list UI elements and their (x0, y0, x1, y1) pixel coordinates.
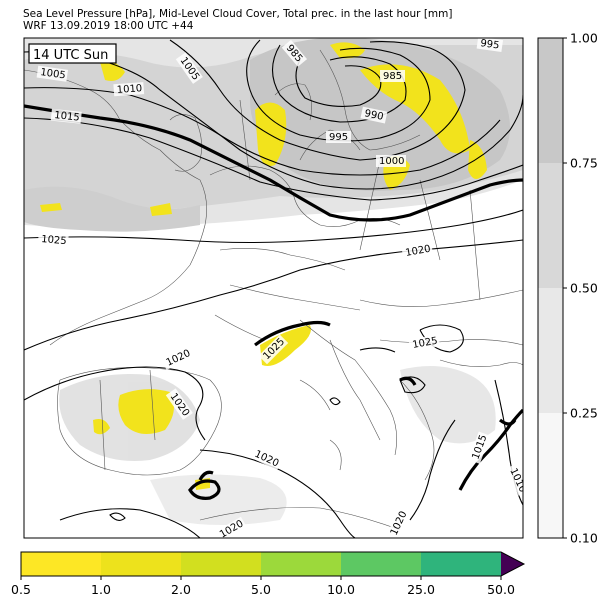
svg-text:995: 995 (329, 132, 348, 143)
map-frame (23, 37, 524, 539)
cloud-colorbar-tick-label: 0.25 (570, 406, 598, 421)
cloud-colorbar-band (538, 413, 563, 538)
isobar-label: 990 (360, 106, 388, 124)
colorbar-extend-arrow (501, 552, 524, 576)
precip-colorbar-band (421, 552, 501, 576)
svg-text:1020: 1020 (405, 244, 432, 259)
cloud-colorbar-tick-label: 0.75 (570, 156, 598, 171)
cloud-colorbar-tick-label: 0.50 (570, 281, 598, 296)
svg-text:1010: 1010 (116, 83, 142, 96)
precip-colorbar-tick-label: 1.0 (91, 582, 111, 597)
isobar-label: 1025 (408, 334, 441, 352)
precip-colorbar-band (341, 552, 421, 576)
svg-text:1000: 1000 (379, 156, 404, 167)
precipitation-colorbar: 0.5 1.0 2.0 5.0 10.0 25.0 50.0 (11, 551, 526, 597)
precip-colorbar-frame (20, 551, 526, 577)
isobar-label: 1020 (401, 242, 434, 260)
svg-text:1025: 1025 (412, 336, 439, 351)
precip-colorbar-tick-label: 0.5 (11, 582, 31, 597)
precip-colorbar-tick-label: 5.0 (251, 582, 271, 597)
precip-colorbar-band (21, 552, 101, 576)
cloud-colorbar-tick-label: 0.10 (570, 531, 598, 546)
precip-colorbar-band (181, 552, 261, 576)
time-badge: 14 UTC Sun (28, 43, 117, 64)
precip-colorbar-band (101, 552, 181, 576)
precip-colorbar-tick-label: 2.0 (171, 582, 191, 597)
isobar-label: 985 (380, 70, 405, 82)
precip-colorbar-tick-label: 25.0 (407, 582, 435, 597)
chart-title: Sea Level Pressure [hPa], Mid-Level Clou… (23, 8, 453, 20)
precip-colorbar-tick-label: 10.0 (327, 582, 355, 597)
svg-text:1005: 1005 (40, 67, 67, 81)
isobar-label: 1025 (37, 232, 69, 248)
svg-text:985: 985 (383, 71, 402, 82)
cloud-colorbar-band (538, 163, 563, 288)
isobar-thick-1015 (24, 104, 523, 500)
svg-text:995: 995 (480, 38, 500, 52)
svg-text:1025: 1025 (41, 234, 67, 247)
svg-text:990: 990 (363, 108, 384, 123)
svg-text:1015: 1015 (54, 110, 80, 124)
isobar-label: 995 (476, 38, 504, 53)
isobar-label: 1000 (376, 155, 406, 167)
precip-colorbar-tick-label: 50.0 (487, 582, 515, 597)
cloud-colorbar-band (538, 38, 563, 163)
chart-subtitle: WRF 13.09.2019 18:00 UTC +44 (23, 20, 194, 32)
precip-colorbar-band (261, 552, 341, 576)
isobar-label: 1015 (50, 108, 82, 124)
time-badge-label: 14 UTC Sun (33, 48, 108, 63)
cloud-colorbar-tick-label: 1.00 (570, 31, 598, 46)
isobar-label: 1010 (113, 82, 145, 97)
isobar-label: 995 (326, 131, 351, 143)
cloud-colorbar-band (538, 288, 563, 413)
isobar-label: 1005 (36, 65, 68, 82)
map-panel: 1005 1010 1015 1005 985 990 995 1000 985… (23, 37, 524, 539)
cloud-cover-colorbar: 1.00 0.75 0.50 0.25 0.10 (537, 31, 598, 546)
